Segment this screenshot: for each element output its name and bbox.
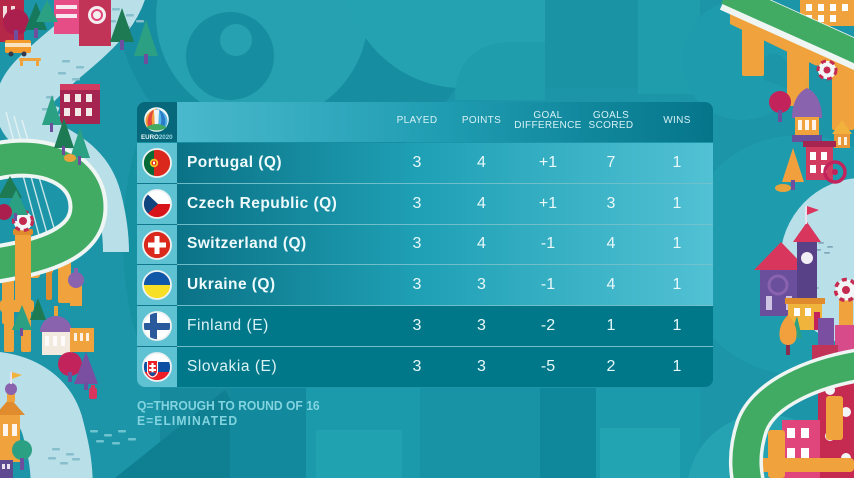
svg-text:EURO2020: EURO2020 xyxy=(141,134,173,141)
